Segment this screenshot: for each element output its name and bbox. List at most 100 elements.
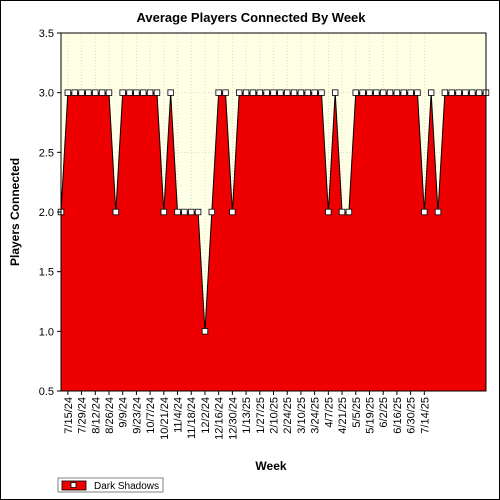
data-point (393, 89, 401, 96)
data-point (318, 89, 325, 96)
data-point (194, 208, 202, 216)
data-point (146, 89, 154, 96)
data-point (455, 89, 462, 96)
data-point (325, 208, 332, 216)
x-axis: 7/15/24 7/29/24 8/12/24 8/26/24 9/9/24 9/23/2… (63, 391, 431, 440)
y-tick-label: 3.5 (39, 28, 54, 40)
data-point (386, 89, 394, 96)
data-point (338, 208, 346, 216)
data-point (167, 89, 174, 96)
data-point (249, 89, 257, 96)
legend-marker (70, 482, 77, 488)
data-point (140, 89, 147, 96)
x-tick-label: 1/13/25 (241, 397, 253, 434)
x-tick-label: 12/30/24 (227, 397, 239, 440)
data-point (427, 89, 435, 96)
data-point (352, 89, 359, 96)
data-point (475, 89, 483, 96)
data-point (284, 89, 291, 96)
y-axis: 0.5 1.0 1.5 2.0 2.5 3.0 3.5 (39, 28, 61, 398)
data-point (359, 89, 366, 96)
data-point (222, 89, 229, 96)
x-tick-label: 9/9/24 (118, 397, 130, 428)
data-point (71, 89, 78, 96)
data-point (208, 208, 216, 216)
x-tick-label: 6/2/25 (378, 397, 390, 428)
data-point (92, 89, 99, 96)
y-tick-label: 3.0 (39, 88, 54, 100)
x-tick-label: 9/23/24 (131, 397, 143, 434)
data-point (85, 89, 92, 96)
x-tick-label: 7/15/24 (63, 397, 75, 434)
series-markers (57, 89, 490, 335)
x-tick-label: 3/24/25 (310, 397, 322, 434)
x-tick-label: 5/5/25 (351, 397, 363, 428)
data-point (400, 89, 407, 96)
data-point (112, 208, 120, 216)
data-point (229, 208, 236, 216)
data-point (181, 208, 188, 216)
data-point (469, 89, 476, 96)
data-point (215, 89, 222, 96)
x-tick-label: 12/16/24 (214, 397, 226, 440)
data-point (126, 89, 133, 96)
data-point (153, 89, 161, 96)
x-tick-label: 10/7/24 (145, 397, 157, 434)
x-tick-label: 10/21/24 (159, 397, 171, 440)
data-point (133, 89, 140, 96)
data-point (263, 89, 270, 96)
y-tick-label: 1.0 (39, 326, 54, 338)
x-tick-label: 4/7/25 (323, 397, 335, 428)
y-tick-label: 1.5 (39, 267, 54, 279)
x-tick-label: 4/21/25 (337, 397, 349, 434)
data-point (64, 89, 72, 96)
y-tick-label: 0.5 (39, 386, 54, 398)
data-point (270, 89, 277, 96)
x-tick-label: 2/24/25 (282, 397, 294, 434)
data-point (174, 208, 181, 216)
data-point (188, 208, 195, 216)
data-point (78, 89, 85, 96)
x-tick-label: 8/26/24 (104, 397, 116, 434)
data-point (105, 89, 113, 96)
data-point (290, 89, 298, 96)
data-point (414, 89, 421, 96)
data-point (407, 89, 414, 96)
x-tick-label: 6/16/25 (392, 397, 404, 434)
data-point (421, 208, 428, 216)
data-point (242, 89, 250, 96)
data-point (256, 89, 263, 96)
x-tick-label: 6/30/25 (406, 397, 418, 434)
x-axis-title: Week (255, 459, 286, 473)
data-point (119, 89, 126, 96)
x-tick-label: 11/18/24 (186, 397, 198, 439)
data-point (434, 208, 442, 216)
x-tick-label: 3/10/25 (296, 397, 308, 434)
data-point (277, 89, 284, 96)
data-point (201, 328, 209, 335)
x-tick-label: 5/19/25 (364, 397, 376, 434)
data-point (345, 208, 353, 216)
legend: Dark Shadows (57, 477, 164, 493)
data-point (462, 89, 469, 96)
legend-label-dark-shadows: Dark Shadows (94, 481, 159, 492)
data-point (160, 208, 168, 216)
data-point (448, 89, 455, 96)
x-tick-label: 12/2/24 (200, 397, 212, 434)
x-tick-label: 7/29/24 (77, 397, 89, 434)
series-area-dark-shadows (61, 92, 486, 392)
x-tick-label: 2/10/25 (269, 397, 281, 434)
data-point (366, 89, 373, 96)
x-tick-label: 11/4/24 (173, 397, 185, 433)
data-point (304, 89, 311, 96)
x-tick-label: 7/14/25 (419, 397, 431, 434)
data-point (373, 89, 380, 96)
chart-title: Average Players Connected By Week (136, 10, 366, 25)
data-point (331, 89, 339, 96)
data-point (379, 89, 387, 96)
data-point (311, 89, 318, 96)
x-tick-label: 8/12/24 (90, 397, 102, 434)
x-tick-label: 1/27/25 (255, 397, 267, 434)
data-point (441, 89, 449, 96)
